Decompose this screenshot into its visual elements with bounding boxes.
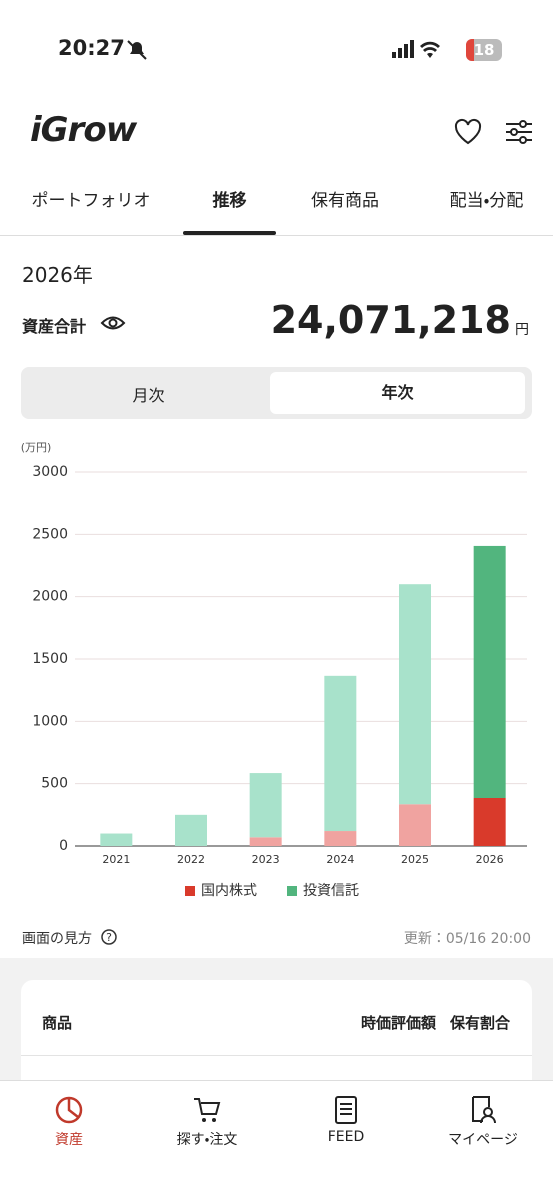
legend-swatch bbox=[287, 886, 297, 896]
total-amount: 24,071,218 bbox=[270, 298, 511, 342]
favorite-button[interactable] bbox=[452, 116, 484, 148]
svg-text:?: ? bbox=[106, 931, 112, 944]
nav-item[interactable]: 探す・注文 bbox=[176, 1132, 238, 1148]
y-tick-label: 500 bbox=[41, 776, 68, 792]
bar-segment bbox=[473, 545, 506, 799]
battery: 18 bbox=[466, 39, 502, 61]
segment-control: 月次 年次 bbox=[21, 367, 532, 419]
y-tick-label: 2000 bbox=[32, 589, 68, 605]
tab-active[interactable]: 推移 bbox=[212, 191, 247, 211]
x-tick-label: 2021 bbox=[102, 853, 130, 866]
x-tick-label: 2026 bbox=[476, 853, 504, 866]
tab-indicator bbox=[183, 231, 276, 235]
x-tick-label: 2024 bbox=[326, 853, 354, 866]
settings-button[interactable] bbox=[503, 116, 535, 148]
bar-segment bbox=[324, 675, 357, 832]
help-link[interactable]: 画面の見方 bbox=[22, 931, 92, 947]
y-tick-label: 0 bbox=[59, 838, 68, 854]
bar-segment bbox=[100, 833, 133, 846]
table-header: 商品 bbox=[42, 1014, 73, 1032]
status-time: 20:27 bbox=[58, 36, 125, 60]
y-tick-label: 1500 bbox=[32, 651, 68, 667]
table-header: 時価評価額 bbox=[360, 1014, 436, 1032]
table-area: 商品 時価評価額 保有割合 bbox=[0, 958, 553, 1100]
nav-item[interactable]: FEED bbox=[327, 1129, 365, 1145]
legend-label: 投資信託 bbox=[303, 883, 359, 899]
battery-level: 18 bbox=[473, 41, 495, 59]
bar-segment bbox=[324, 831, 357, 846]
x-tick-label: 2022 bbox=[177, 853, 205, 866]
legend-label: 国内株式 bbox=[201, 883, 257, 899]
nav-icon[interactable] bbox=[54, 1095, 84, 1125]
bar-segment bbox=[399, 584, 431, 805]
tab-bar: ポートフォリオ 推移 保有商品 配当・分配 bbox=[0, 186, 553, 236]
y-tick-label: 2500 bbox=[32, 526, 68, 542]
bar-segment bbox=[399, 804, 431, 846]
x-tick-label: 2025 bbox=[401, 853, 429, 866]
legend-swatch bbox=[185, 886, 195, 896]
y-tick-label: 1000 bbox=[32, 713, 68, 729]
year: 2026年 bbox=[22, 263, 93, 287]
bar-segment bbox=[249, 773, 282, 838]
mute-icon bbox=[127, 40, 147, 60]
visibility-toggle[interactable] bbox=[100, 312, 126, 334]
total-unit: 円 bbox=[515, 322, 529, 338]
x-tick-label: 2023 bbox=[252, 853, 280, 866]
y-unit-label: (万円) bbox=[21, 441, 52, 454]
total-label: 資産合計 bbox=[22, 317, 87, 336]
signal-wifi bbox=[392, 40, 440, 58]
updated-time: 更新：05/16 20:00 bbox=[403, 931, 531, 947]
divider bbox=[21, 1055, 532, 1056]
help-icon[interactable]: ? bbox=[100, 928, 118, 946]
table-header: 保有割合 bbox=[449, 1014, 510, 1032]
chart: (万円) 0 500 1000 1500 2000 2500 3000 2021 2022 202… bbox=[21, 441, 527, 899]
tab[interactable]: ポートフォリオ bbox=[31, 191, 151, 211]
nav-item[interactable]: マイページ bbox=[448, 1132, 518, 1148]
tab[interactable]: 保有商品 bbox=[311, 191, 379, 211]
y-tick-label: 3000 bbox=[32, 464, 68, 480]
bar-segment bbox=[473, 798, 506, 846]
nav-icon[interactable] bbox=[468, 1095, 498, 1125]
bottom-nav: 資産 探す・注文 FEED マイページ bbox=[0, 1080, 553, 1200]
nav-icon[interactable] bbox=[192, 1095, 222, 1125]
segment[interactable]: 月次 bbox=[132, 386, 165, 405]
tab[interactable]: 配当・分配 bbox=[449, 191, 524, 211]
nav-item-active[interactable]: 資産 bbox=[55, 1132, 83, 1148]
bar-segment bbox=[175, 814, 207, 846]
nav-icon[interactable] bbox=[331, 1095, 361, 1125]
bar-segment bbox=[249, 837, 282, 846]
logo: iGrow bbox=[30, 110, 137, 150]
segment-active[interactable]: 年次 bbox=[270, 372, 525, 414]
